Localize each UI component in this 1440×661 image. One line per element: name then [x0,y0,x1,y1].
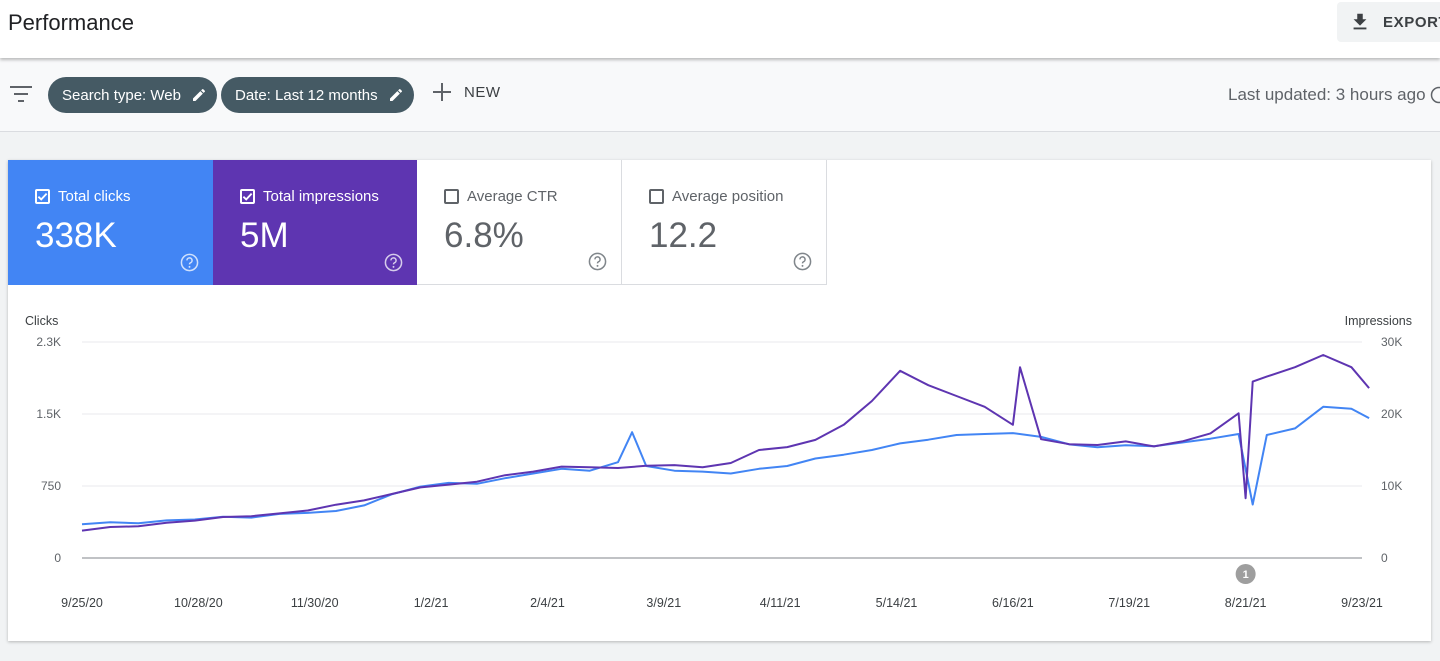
checkbox-checked-icon[interactable] [35,189,50,204]
metric-average-position[interactable]: Average position 12.2 [622,160,827,285]
performance-chart[interactable]: 0 0 750 10K 1.5K 20K 2.3K 30K Clicks Impressions 9… [8,300,1431,630]
page-title: Performance [8,10,134,35]
download-icon [1353,13,1367,30]
metric-label: Average position [672,188,784,205]
edit-pencil-icon [192,88,205,101]
plus-icon [433,83,451,101]
metric-value: 12.2 [649,216,718,255]
top-bar: Performance EXPORT [0,0,1440,58]
filter-list-icon[interactable] [10,85,32,103]
y-tick-label-right: 20K [1381,407,1402,421]
metric-value: 6.8% [444,216,524,255]
filter-bar: Search type: Web Date: Last 12 months NE… [0,58,1440,132]
new-filter-button[interactable]: NEW [432,82,501,102]
help-icon[interactable] [384,253,403,272]
metric-total-clicks[interactable]: Total clicks 338K [8,160,213,285]
metric-label: Total clicks [58,188,131,205]
performance-card: Total clicks 338K Total impressions 5M A… [8,160,1431,641]
last-updated-text: Last updated: 3 hours ago [1228,85,1426,104]
x-tick-label: 10/28/20 [174,596,223,610]
x-tick-label: 7/19/21 [1108,596,1150,610]
y-tick-label-left: 750 [41,479,61,493]
help-icon[interactable] [180,253,199,272]
clicks-series-line [81,405,1370,526]
search-type-chip-label: Search type: Web [62,86,181,104]
y-tick-label-left: 0 [54,551,61,565]
x-tick-label: 3/9/21 [646,596,681,610]
impressions-series-line [81,354,1370,532]
metric-average-ctr[interactable]: Average CTR 6.8% [417,160,622,285]
x-tick-label: 11/30/20 [291,596,339,610]
search-type-chip[interactable]: Search type: Web [48,77,217,113]
y-axis-label-left: Clicks [25,314,58,328]
date-range-chip[interactable]: Date: Last 12 months [221,77,414,113]
y-tick-label-right: 10K [1381,479,1402,493]
x-tick-label: 9/25/20 [61,596,103,610]
x-tick-label: 1/2/21 [414,596,449,610]
y-tick-label-left: 1.5K [36,407,61,421]
export-button[interactable]: EXPORT [1337,2,1440,42]
help-icon[interactable] [588,252,607,271]
checkbox-checked-icon[interactable] [240,189,255,204]
x-tick-label: 5/14/21 [876,596,918,610]
y-tick-label-left: 2.3K [36,335,61,349]
x-tick-label: 8/21/21 [1225,596,1267,610]
annotation-label: 1 [1243,569,1249,581]
date-range-chip-label: Date: Last 12 months [235,86,378,104]
x-tick-label: 6/16/21 [992,596,1034,610]
annotation-marker [1235,564,1256,584]
y-axis-label-right: Impressions [1345,314,1412,328]
edit-pencil-icon [389,88,402,101]
metric-label: Average CTR [467,188,558,205]
checkbox-unchecked-icon[interactable] [444,189,459,204]
help-icon[interactable] [793,252,812,271]
metric-value: 338K [35,216,117,255]
x-tick-label: 2/4/21 [530,596,565,610]
metric-value: 5M [240,216,289,255]
checkbox-unchecked-icon[interactable] [649,189,664,204]
x-tick-label: 4/11/21 [760,596,801,610]
x-tick-label: 9/23/21 [1341,596,1383,610]
y-tick-label-right: 0 [1381,551,1388,565]
metric-total-impressions[interactable]: Total impressions 5M [213,160,417,285]
export-label: EXPORT [1383,13,1440,31]
help-icon[interactable] [1430,86,1440,104]
new-filter-label: NEW [464,83,501,101]
y-tick-label-right: 30K [1381,335,1402,349]
metric-label: Total impressions [263,188,379,205]
